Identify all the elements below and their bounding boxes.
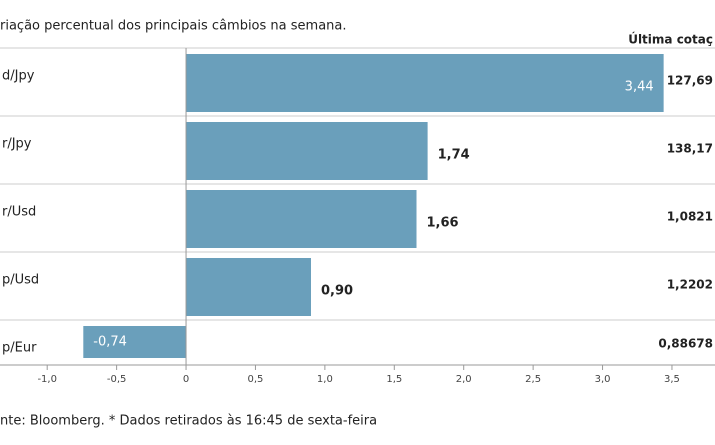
value-label: 1,66 bbox=[427, 216, 459, 231]
x-tick-label: -0,5 bbox=[107, 374, 127, 385]
category-label: r/Jpy bbox=[2, 137, 32, 152]
bar bbox=[186, 258, 311, 316]
value-label: 0,90 bbox=[321, 284, 353, 299]
quote: 1,2202 bbox=[667, 278, 713, 292]
category-label: p/Usd bbox=[2, 273, 39, 288]
x-tick-label: 0 bbox=[183, 374, 189, 385]
bar bbox=[83, 326, 187, 358]
value-label: 1,74 bbox=[438, 148, 470, 163]
value-label: -0,74 bbox=[93, 335, 127, 350]
x-tick-label: 0,5 bbox=[248, 374, 264, 385]
value-label: 3,44 bbox=[625, 80, 654, 95]
quote: 138,17 bbox=[667, 142, 713, 156]
quote: 0,88678 bbox=[658, 337, 713, 351]
bar bbox=[186, 190, 417, 248]
bar bbox=[186, 122, 428, 180]
category-label: r/Usd bbox=[2, 205, 36, 220]
x-tick-label: -1,0 bbox=[37, 374, 57, 385]
quote: 1,0821 bbox=[667, 210, 713, 224]
x-tick-label: 1,5 bbox=[386, 374, 402, 385]
source: nte: Bloomberg. * Dados retirados às 16:… bbox=[0, 414, 377, 429]
category-label: d/Jpy bbox=[2, 69, 35, 84]
x-tick-label: 1,0 bbox=[317, 374, 333, 385]
x-tick-label: 3,0 bbox=[595, 374, 611, 385]
bar bbox=[186, 54, 664, 112]
quote-header: Última cotaç bbox=[628, 32, 713, 47]
chart-title: riação percentual dos principais câmbios… bbox=[0, 19, 347, 34]
category-label: p/Eur bbox=[2, 341, 37, 356]
x-tick-label: 2,5 bbox=[525, 374, 541, 385]
quote: 127,69 bbox=[667, 74, 713, 88]
x-tick-label: 2,0 bbox=[456, 374, 472, 385]
x-tick-label: 3,5 bbox=[664, 374, 680, 385]
